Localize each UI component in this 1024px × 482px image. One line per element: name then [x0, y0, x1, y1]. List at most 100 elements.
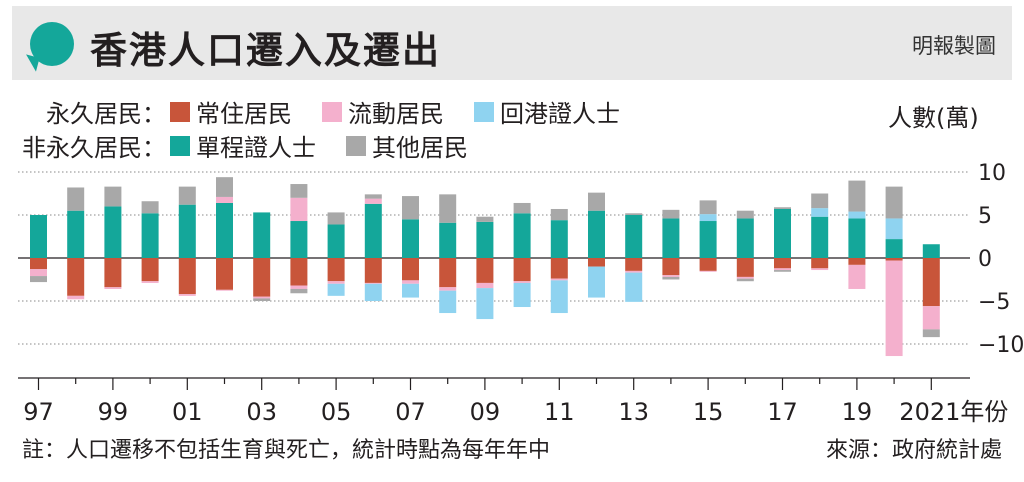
bar-segment	[104, 258, 122, 288]
bar-segment	[364, 198, 382, 204]
bar-segment	[811, 268, 829, 271]
bar-segment	[476, 288, 494, 320]
bar-segment	[625, 270, 643, 273]
legend-item-other: 其他居民	[346, 128, 468, 163]
bar-segment	[774, 208, 791, 258]
x-tick-label: 13	[618, 398, 649, 426]
bar-segment	[141, 258, 159, 282]
bar-segment	[178, 204, 196, 258]
legend-permanent-label: 永久居民：	[46, 100, 166, 128]
bar-segment	[364, 203, 382, 258]
x-tick-label: 15	[693, 398, 724, 426]
bar-segment	[253, 298, 271, 301]
bar-segment	[30, 258, 47, 270]
bar-segment	[439, 258, 457, 288]
footnote: 註：人口遷移不包括生育與死亡，統計時點為每年年中	[22, 438, 551, 463]
bar-segment	[588, 210, 605, 258]
bar-segment	[216, 177, 233, 197]
y-tick-label: −10	[978, 333, 1024, 358]
bar-segment	[402, 196, 419, 220]
bar-segment	[439, 287, 457, 291]
bar-segment	[774, 268, 791, 271]
bar-segment	[141, 213, 159, 258]
bar-segment	[736, 276, 754, 279]
bar-segment	[67, 210, 85, 258]
bar-segment	[67, 187, 85, 211]
legend-item-one-way-permit: 單程證人士	[170, 128, 316, 163]
bar-segment	[216, 202, 233, 258]
y-axis-unit-label: 人數(萬)	[888, 104, 979, 132]
bar-segment	[30, 276, 47, 283]
x-tick-label: 99	[98, 398, 129, 426]
legend-swatch	[170, 135, 190, 156]
bar-segment	[922, 244, 940, 258]
bar-segment	[811, 193, 829, 209]
bar-segment	[662, 258, 680, 276]
bar-segment	[290, 197, 308, 222]
bar-segment	[699, 214, 717, 222]
bar-segment	[885, 186, 903, 219]
bar-segment	[774, 258, 791, 269]
bar-segment	[662, 209, 680, 219]
bar-segment	[625, 215, 643, 258]
bar-segment	[550, 208, 568, 221]
legend-swatch	[346, 135, 366, 156]
bar-segment	[848, 258, 866, 265]
bar-segment	[402, 280, 419, 284]
legend-text: 流動居民	[348, 100, 444, 128]
bar-segment	[253, 212, 271, 258]
x-tick-label: 07	[395, 398, 426, 426]
bar-segment	[513, 258, 531, 282]
bar-segment	[848, 180, 866, 212]
bar-segment	[625, 258, 643, 271]
bar-segment	[141, 281, 159, 283]
bar-segment	[774, 270, 791, 272]
bar-segment	[588, 192, 605, 211]
bar-segment	[848, 264, 866, 289]
bar-segment	[290, 258, 308, 286]
y-tick-label: −5	[978, 290, 1010, 315]
bar-segment	[364, 283, 382, 301]
bar-segment	[699, 270, 717, 272]
x-tick-label: 11	[544, 398, 575, 426]
bar-segment	[922, 306, 940, 330]
bar-segment	[178, 258, 196, 295]
x-tick-label: 17	[767, 398, 798, 426]
y-tick-label: 10	[978, 161, 1006, 186]
bar-segment	[848, 218, 866, 258]
bar-segment	[513, 213, 531, 258]
bar-segment	[699, 221, 717, 258]
bar-segment	[699, 200, 717, 215]
bar-segment	[736, 218, 754, 258]
chart-credit: 明報製圖	[912, 34, 996, 58]
bar-segment	[290, 288, 308, 294]
bar-segment	[327, 224, 345, 258]
bar-segment	[439, 290, 457, 314]
bar-segment	[513, 202, 531, 214]
legend-item-mobile: 流動居民	[322, 94, 444, 129]
bar-segment	[513, 281, 531, 283]
x-tick-label: 2021年份	[899, 398, 1008, 426]
bar-segment	[922, 258, 940, 307]
legend-text: 其他居民	[372, 134, 468, 162]
bar-segment	[439, 222, 457, 258]
bar-segment	[662, 275, 680, 277]
bar-segment	[885, 260, 903, 357]
bar-segment	[550, 278, 568, 281]
bar-segment	[662, 276, 680, 280]
x-tick-label: 09	[470, 398, 501, 426]
bar-segment	[588, 266, 605, 298]
x-tick-label: 05	[321, 398, 352, 426]
bar-segment	[216, 196, 233, 203]
bar-segment	[811, 216, 829, 258]
bar-segment	[327, 283, 345, 296]
bar-segment	[178, 294, 196, 296]
bar-segment	[402, 219, 419, 258]
bar-segment	[216, 289, 233, 291]
bar-segment	[625, 213, 643, 215]
bar-segment	[253, 258, 271, 297]
legend-row-permanent: 永久居民： 常住居民 流動居民 回港證人士	[46, 94, 650, 129]
bar-segment	[885, 218, 903, 240]
bar-segment	[885, 258, 903, 261]
